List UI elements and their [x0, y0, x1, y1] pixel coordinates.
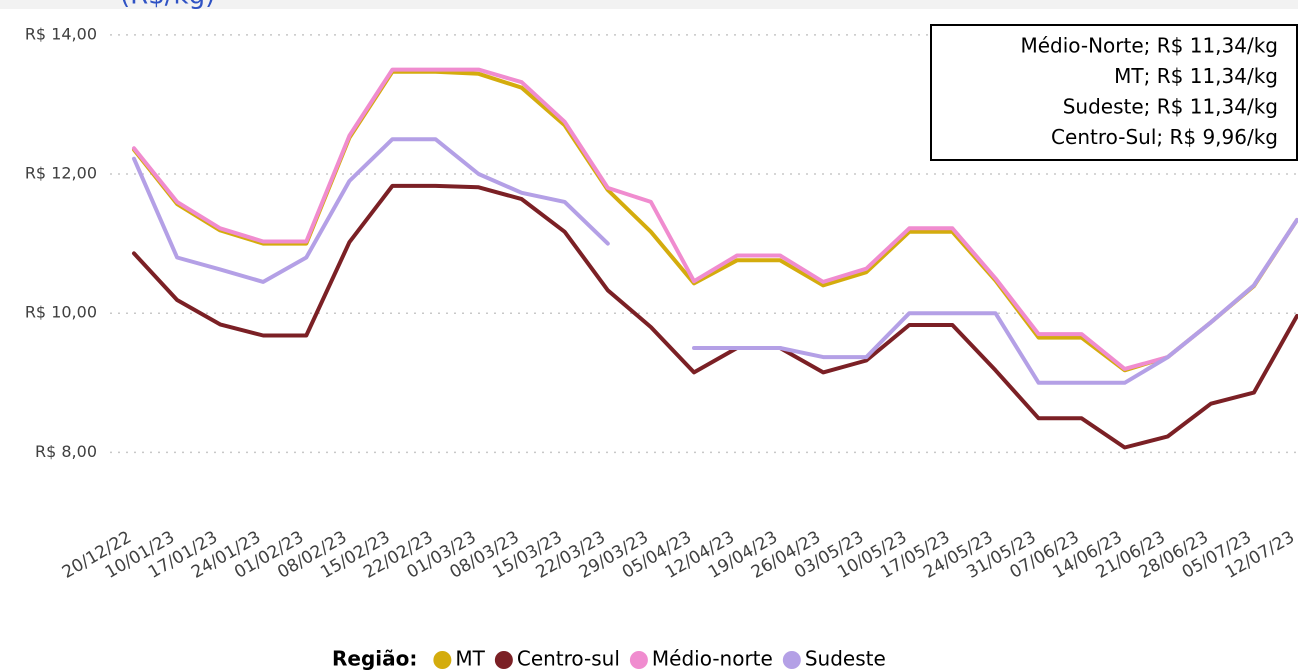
- y-tick-label: R$ 14,00: [25, 24, 97, 43]
- legend-label: Sudeste: [805, 647, 886, 671]
- legend-label: MT: [455, 647, 485, 671]
- legend-marker: [629, 651, 648, 669]
- y-tick-label: R$ 10,00: [25, 303, 97, 322]
- legend-label: Médio-norte: [652, 647, 773, 671]
- legend-marker: [782, 651, 801, 669]
- annotation-text: Médio-Norte; R$ 11,34/kg: [1020, 34, 1278, 58]
- annotation-box: [930, 24, 1298, 161]
- series-line: [132, 137, 1298, 385]
- legend-marker: [494, 651, 513, 669]
- legend-label: Centro-sul: [517, 647, 620, 671]
- annotation-text: MT; R$ 11,34/kg: [1114, 64, 1278, 88]
- y-tick-label: R$ 8,00: [35, 442, 97, 461]
- annotation-text: Sudeste; R$ 11,34/kg: [1063, 95, 1278, 119]
- annotation-text: Centro-Sul; R$ 9,96/kg: [1051, 125, 1278, 149]
- top-strip: [0, 0, 1298, 9]
- series-line: [132, 67, 1298, 371]
- y-tick-label: R$ 12,00: [25, 164, 97, 183]
- legend-marker: [433, 651, 452, 669]
- chart-title: (R$/kg): [120, 0, 215, 11]
- series-line: [132, 183, 1298, 450]
- legend-title: Região:: [332, 647, 417, 671]
